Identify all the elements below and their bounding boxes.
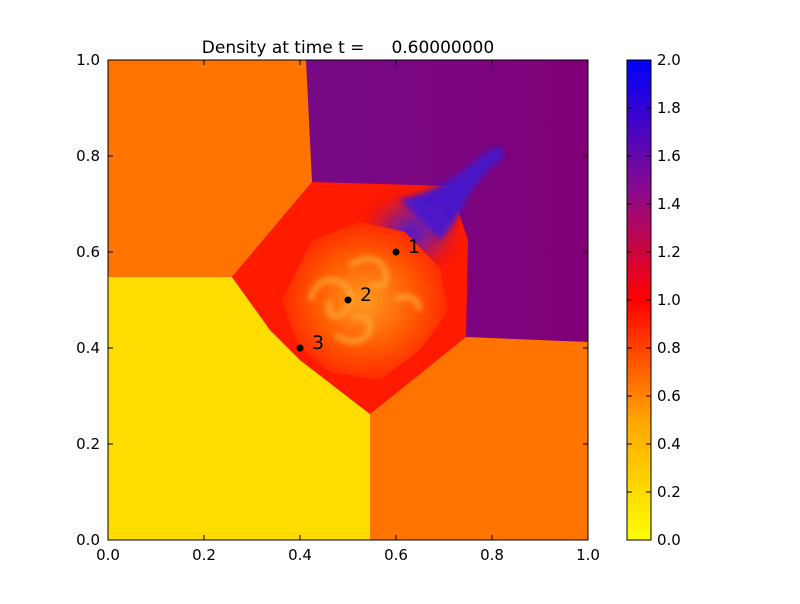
colorbar-ticks: 0.0 0.2 0.4 0.6 0.8 1.0 1.2 1.4 1.6 1.8 2.0 [627, 51, 681, 549]
y-tick-label: 0.8 [76, 147, 100, 165]
density-field [108, 60, 588, 540]
colorbar-tick-label: 1.2 [657, 243, 681, 261]
region-lower-right [370, 337, 588, 540]
colorbar: 0.0 0.2 0.4 0.6 0.8 1.0 1.2 1.4 1.6 1.8 2.0 [626, 51, 681, 549]
x-tick-label: 0.0 [96, 546, 120, 564]
chart-title: Density at time t = 0.60000000 [202, 38, 494, 58]
colorbar-tick-label: 1.8 [657, 99, 681, 117]
colorbar-tick-label: 2.0 [657, 51, 681, 69]
plot-frame [107, 59, 589, 541]
colorbar-tick-label: 0.2 [657, 483, 681, 501]
region-central-vortex [282, 222, 448, 380]
x-axis: 0.0 0.2 0.4 0.6 0.8 1.0 [96, 60, 600, 564]
colorbar-tick-label: 0.8 [657, 339, 681, 357]
y-axis: 0.0 0.2 0.4 0.6 0.8 1.0 [76, 51, 588, 549]
probe-points: 1 2 3 [296, 236, 420, 354]
x-tick-label: 1.0 [576, 546, 600, 564]
colorbar-tick-label: 1.6 [657, 147, 681, 165]
probe-point-1 [392, 248, 400, 256]
x-tick-label: 0.8 [480, 546, 504, 564]
colorbar-tick-label: 0.6 [657, 387, 681, 405]
probe-point-label-1: 1 [408, 236, 420, 258]
colorbar-tick-label: 0.0 [657, 531, 681, 549]
y-tick-label: 0.6 [76, 243, 100, 261]
region-lower-left [108, 277, 370, 540]
y-tick-label: 0.2 [76, 435, 100, 453]
x-tick-label: 0.2 [192, 546, 216, 564]
colorbar-tick-label: 0.4 [657, 435, 681, 453]
colorbar-tick-label: 1.4 [657, 195, 681, 213]
y-tick-label: 0.4 [76, 339, 100, 357]
probe-point-label-2: 2 [360, 284, 372, 306]
colorbar-tick-label: 1.0 [657, 291, 681, 309]
probe-point-label-3: 3 [312, 332, 324, 354]
x-tick-label: 0.6 [384, 546, 408, 564]
y-tick-label: 1.0 [76, 51, 100, 69]
probe-point-2 [344, 296, 352, 304]
y-tick-label: 0.0 [76, 531, 100, 549]
probe-point-3 [296, 344, 304, 352]
region-upper-left [108, 60, 312, 277]
x-tick-label: 0.4 [288, 546, 312, 564]
